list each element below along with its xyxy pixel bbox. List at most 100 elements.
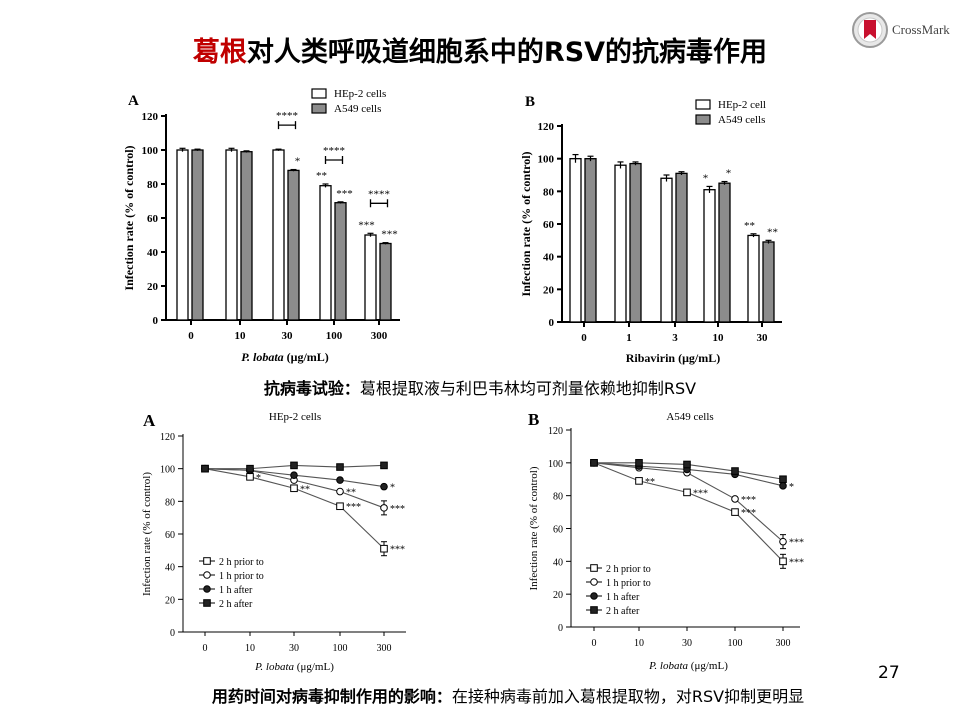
marker-circle-open <box>731 495 739 503</box>
y-tick-label: 0 <box>558 623 563 634</box>
legend-swatch-a549-cells <box>695 114 711 125</box>
y-tick-label: 100 <box>142 145 159 157</box>
y-tick-label: 100 <box>160 465 175 476</box>
x-tick-label: 300 <box>371 330 388 342</box>
y-tick-label: 0 <box>170 628 175 639</box>
y-tick-label: 60 <box>165 530 175 541</box>
x-axis-title: P. lobata (μg/mL) <box>648 660 728 672</box>
significance-mark: *** <box>346 502 361 513</box>
significance-mark: * <box>726 168 732 180</box>
x-axis-title: P. lobata (μg/mL) <box>241 350 329 364</box>
y-axis-title: Infection rate (% of control) <box>528 466 540 590</box>
marker-square-filled <box>290 461 298 470</box>
legend-label: 1 h prior to <box>606 578 651 589</box>
marker-square-open <box>380 544 388 553</box>
comparison-label: **** <box>323 145 345 157</box>
legend-label: 1 h after <box>606 592 640 603</box>
significance-mark: *** <box>390 504 405 515</box>
y-tick-label: 100 <box>538 154 555 166</box>
marker-square-filled <box>336 463 344 471</box>
y-tick-label: 20 <box>147 281 159 293</box>
significance-mark: * <box>390 483 395 494</box>
y-tick-label: 120 <box>548 426 563 437</box>
chart-title: HEp-2 cells <box>269 411 321 423</box>
chart-title: A549 cells <box>666 411 713 423</box>
caption1-bold: 抗病毒试验： <box>263 379 360 398</box>
legend-swatch-hep-2-cell <box>695 99 711 110</box>
significance-mark: ** <box>645 477 655 488</box>
legend-label: A549 cells <box>334 103 381 115</box>
caption2-bold: 用药时间对病毒抑制作用的影响： <box>211 687 452 706</box>
y-tick-label: 40 <box>147 247 159 259</box>
x-tick-label: 10 <box>634 638 644 649</box>
significance-mark: *** <box>741 495 756 506</box>
marker-square-filled <box>203 599 211 607</box>
panel-label: B <box>528 410 539 429</box>
marker-circle-open <box>779 537 787 546</box>
crossmark-logo[interactable]: CrossMark <box>850 10 960 50</box>
y-tick-label: 40 <box>553 557 563 568</box>
marker-square-filled <box>201 464 209 473</box>
title-rest: 对人类呼吸道细胞系中的RSV的抗病毒作用 <box>246 37 768 68</box>
x-axis-title: Ribavirin (μg/mL) <box>626 351 720 365</box>
marker-circle-open <box>336 487 344 496</box>
caption-antiviral-assay: 抗病毒试验：葛根提取液与利巴韦林均可剂量依赖地抑制RSV <box>0 375 960 399</box>
marker-square-open <box>731 508 739 516</box>
comparison-bracket <box>369 199 389 208</box>
comparison-label: **** <box>276 110 298 122</box>
marker-square-filled <box>380 461 388 470</box>
comparison-label: **** <box>368 188 390 200</box>
significance-mark: *** <box>693 488 708 499</box>
significance-mark: ** <box>767 226 778 238</box>
y-tick-label: 20 <box>543 284 555 296</box>
legend-label: HEp-2 cell <box>718 99 766 111</box>
title-highlight: 葛根 <box>192 37 247 68</box>
y-axis-title: Infection rate (% of control) <box>122 145 136 290</box>
y-tick-label: 60 <box>543 219 555 231</box>
y-tick-label: 120 <box>142 111 159 123</box>
x-tick-label: 300 <box>776 638 791 649</box>
x-tick-label: 0 <box>581 332 587 344</box>
significance-mark: *** <box>789 557 804 568</box>
marker-square-filled <box>731 467 739 475</box>
y-tick-label: 80 <box>553 492 563 503</box>
y-axis-title: Infection rate (% of control) <box>141 472 153 596</box>
page-number: 27 <box>878 663 900 683</box>
x-tick-label: 1 <box>626 332 632 344</box>
marker-circle-filled <box>290 471 298 480</box>
significance-mark: ** <box>316 170 327 182</box>
significance-mark: * <box>295 156 301 168</box>
significance-mark: *** <box>390 545 405 556</box>
x-tick-label: 10 <box>713 332 725 344</box>
crossmark-icon <box>852 12 888 48</box>
y-axis-title: Infection rate (% of control) <box>519 151 533 296</box>
x-axis-title: P. lobata (μg/mL) <box>254 661 334 673</box>
marker-circle-filled <box>380 482 388 491</box>
y-tick-label: 0 <box>153 315 159 327</box>
x-tick-label: 30 <box>282 330 294 342</box>
comparison-bracket <box>324 156 344 164</box>
x-tick-label: 300 <box>377 643 392 654</box>
significance-mark: *** <box>789 538 804 549</box>
marker-square-open <box>683 488 691 497</box>
crossmark-label: CrossMark <box>892 22 950 37</box>
significance-mark: *** <box>741 508 756 519</box>
marker-circle-filled <box>203 585 211 593</box>
panel-label: B <box>525 94 535 110</box>
legend-label: A549 cells <box>718 114 765 126</box>
legend-label: 2 h prior to <box>606 564 651 575</box>
legend-swatch-a549-cells <box>311 103 327 114</box>
legend-label: 2 h after <box>219 599 253 610</box>
x-tick-label: 10 <box>235 330 247 342</box>
marker-square-open <box>635 477 643 485</box>
significance-mark: *** <box>381 229 398 241</box>
y-tick-label: 100 <box>548 459 563 470</box>
caption-timing: 用药时间对病毒抑制作用的影响：在接种病毒前加入葛根提取物，对RSV抑制更明显 <box>8 683 960 707</box>
y-tick-label: 20 <box>553 590 563 601</box>
marker-square-open <box>336 502 344 511</box>
significance-mark: * <box>703 172 709 184</box>
y-tick-label: 120 <box>160 432 175 443</box>
legend-swatch-hep-2-cells <box>311 88 327 99</box>
